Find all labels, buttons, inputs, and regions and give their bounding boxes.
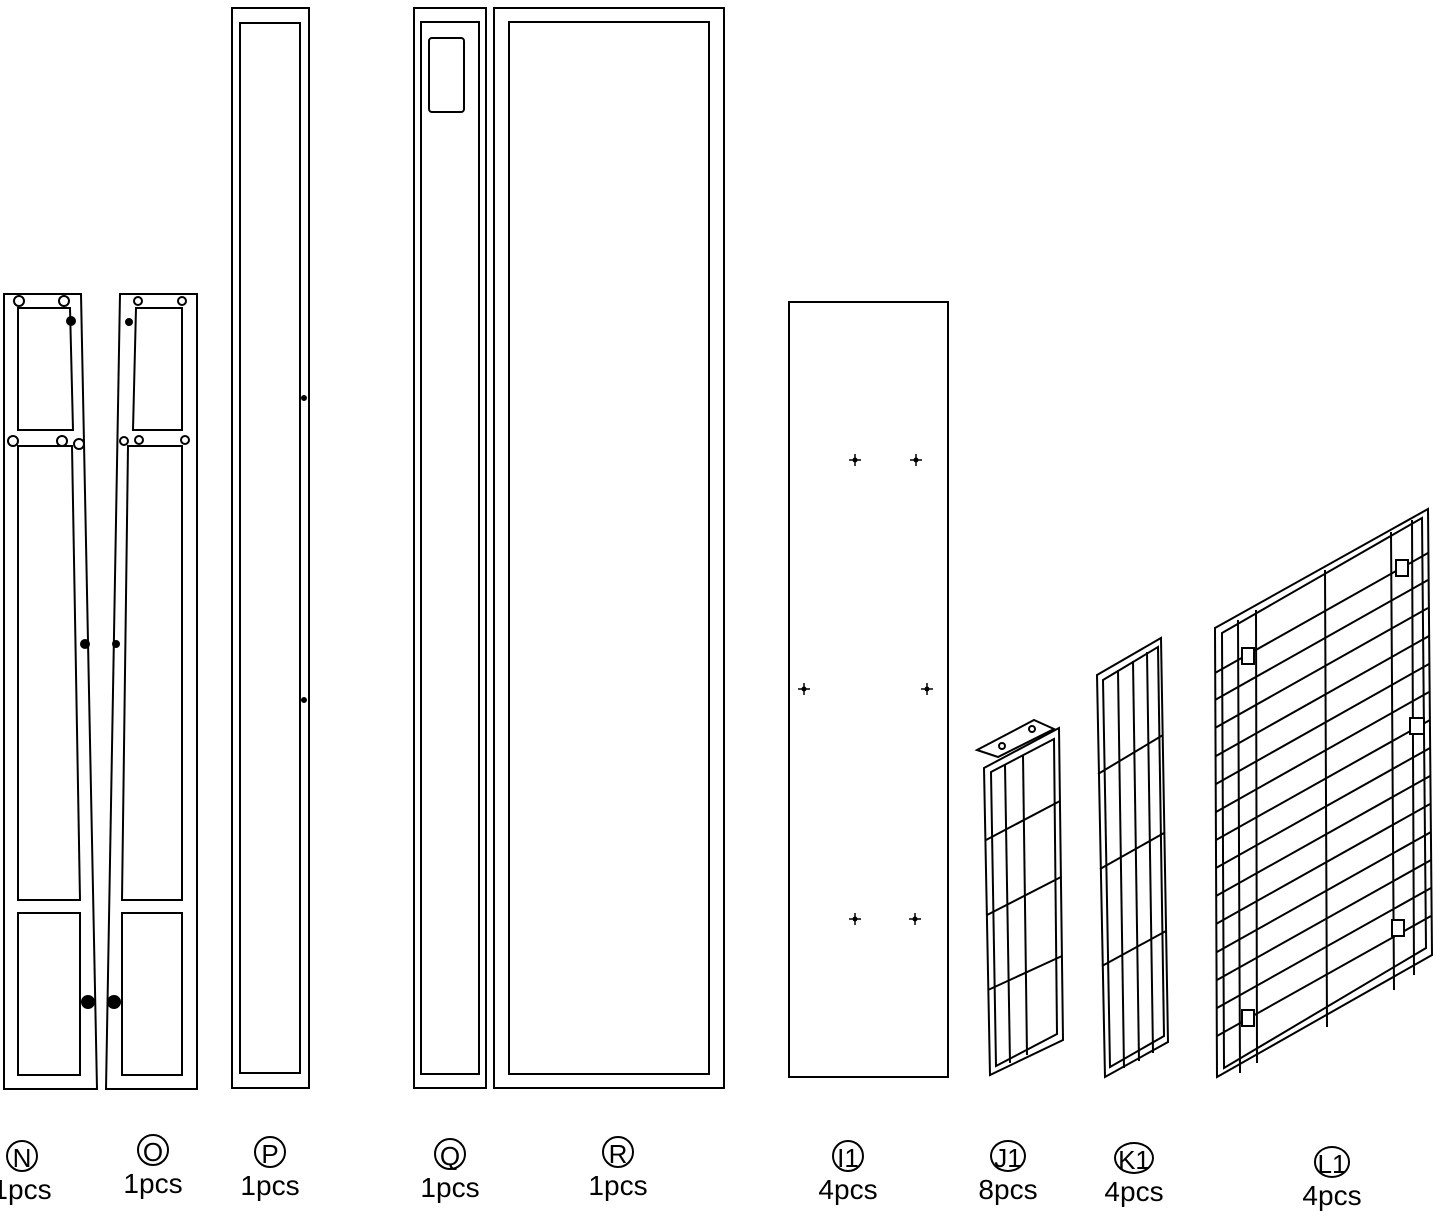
- label-part-l1: L1 4pcs: [1286, 1146, 1378, 1212]
- part-p-drawing: [231, 7, 310, 1089]
- part-q-drawing: [413, 7, 487, 1089]
- part-id-badge: R: [602, 1136, 634, 1169]
- part-quantity: 1pcs: [420, 1172, 480, 1203]
- part-id-badge: N: [6, 1140, 38, 1173]
- part-quantity: 1pcs: [123, 1168, 183, 1199]
- part-quantity: 4pcs: [818, 1174, 878, 1205]
- label-part-r: R 1pcs: [573, 1136, 663, 1202]
- label-part-p: P 1pcs: [225, 1136, 315, 1202]
- part-quantity: 8pcs: [978, 1174, 1038, 1205]
- part-o-drawing: [104, 293, 198, 1090]
- part-k1-drawing: [1095, 636, 1170, 1079]
- part-id-badge: J1: [990, 1140, 1026, 1173]
- part-id-badge: Q: [434, 1138, 466, 1171]
- part-quantity: 1pcs: [240, 1170, 300, 1201]
- part-quantity: 1pcs: [0, 1174, 52, 1205]
- label-part-o: O 1pcs: [108, 1134, 198, 1200]
- part-id-badge: P: [254, 1136, 286, 1169]
- part-quantity: 1pcs: [588, 1170, 648, 1201]
- label-part-k1: K1 4pcs: [1088, 1142, 1180, 1208]
- part-id-badge: K1: [1114, 1142, 1154, 1175]
- part-id-badge: L1: [1313, 1146, 1351, 1179]
- label-part-n: N 1pcs: [0, 1140, 64, 1206]
- part-j1-drawing: [974, 718, 1065, 1077]
- part-l1-drawing: [1213, 507, 1434, 1079]
- label-part-j1: J1 8pcs: [962, 1140, 1054, 1206]
- part-quantity: 4pcs: [1104, 1176, 1164, 1207]
- part-quantity: 4pcs: [1302, 1180, 1362, 1211]
- part-id-badge: O: [137, 1134, 169, 1167]
- label-part-q: Q 1pcs: [405, 1138, 495, 1204]
- part-r-drawing: [493, 7, 725, 1089]
- label-part-i1: I1 4pcs: [802, 1140, 894, 1206]
- part-n-drawing: [3, 293, 99, 1090]
- part-i1-drawing: [788, 301, 949, 1078]
- part-id-badge: I1: [832, 1140, 864, 1173]
